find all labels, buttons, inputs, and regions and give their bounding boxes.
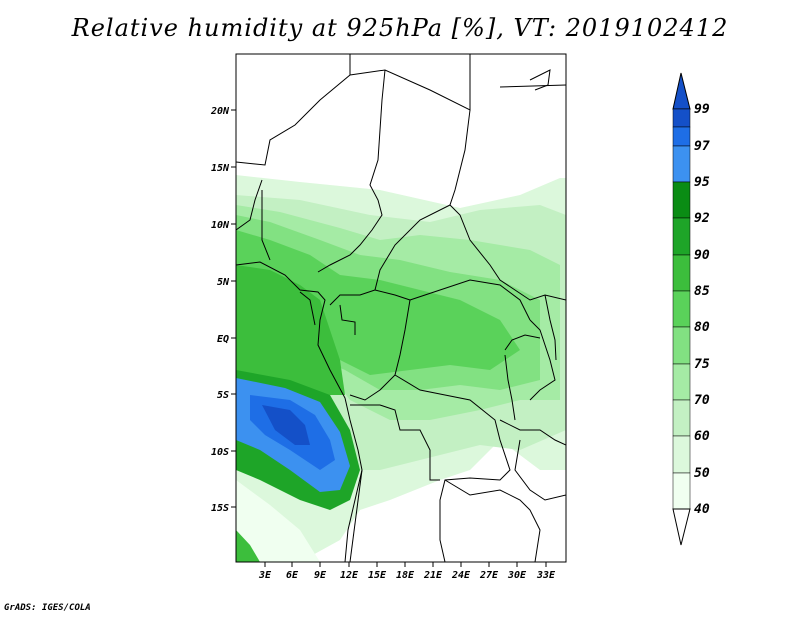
colorbar-segment-60 bbox=[672, 399, 691, 437]
colorbar-label-60: 60 bbox=[694, 429, 710, 444]
colorbar-label-70: 70 bbox=[694, 393, 710, 408]
colorbar-segment-90 bbox=[672, 217, 691, 256]
colorbar-segment-95 bbox=[672, 145, 691, 183]
lon-tick-18e: 18E bbox=[396, 562, 415, 581]
colorbar-segment-70 bbox=[672, 363, 691, 401]
colorbar-segment-92 bbox=[672, 181, 691, 219]
rh-plume-tail bbox=[236, 480, 320, 562]
svg-text:5N: 5N bbox=[217, 277, 230, 288]
lat-tick-15n: 15N bbox=[211, 163, 236, 174]
svg-text:EQ: EQ bbox=[217, 334, 229, 345]
longitude-ticks: 3E 6E 9E 12E 15E 18E 21E 24E 27E 30E 33E bbox=[258, 562, 556, 581]
lat-tick-5n: 5N bbox=[217, 277, 236, 288]
grads-credit: GrADS: IGES/COLA bbox=[4, 603, 91, 613]
svg-text:3E: 3E bbox=[258, 570, 272, 581]
colorbar-label-99: 99 bbox=[694, 102, 710, 117]
svg-text:15S: 15S bbox=[211, 503, 229, 514]
svg-text:27E: 27E bbox=[479, 570, 499, 581]
colorbar-segment-50 bbox=[672, 435, 691, 474]
colorbar-label-75: 75 bbox=[694, 357, 710, 372]
svg-text:33E: 33E bbox=[536, 570, 556, 581]
country-borders bbox=[236, 54, 566, 562]
colorbar-segment-99 bbox=[672, 108, 691, 128]
rh-band-85 bbox=[236, 265, 345, 395]
svg-text:10S: 10S bbox=[211, 447, 229, 458]
svg-text:24E: 24E bbox=[451, 570, 471, 581]
lat-tick-20n: 20N bbox=[210, 106, 236, 117]
colorbar-bottom-arrow bbox=[672, 508, 691, 546]
chart-title: Relative humidity at 925hPa [%], VT: 201… bbox=[71, 14, 729, 42]
colorbar-segment-40 bbox=[672, 472, 691, 510]
svg-text:12E: 12E bbox=[340, 570, 359, 581]
colorbar-label-90: 90 bbox=[694, 248, 710, 263]
rh-band-85b bbox=[395, 300, 470, 360]
svg-text:10N: 10N bbox=[211, 220, 230, 231]
lat-tick-10n: 10N bbox=[211, 220, 236, 231]
lon-tick-12e: 12E bbox=[340, 562, 359, 581]
lon-tick-33e: 33E bbox=[536, 562, 556, 581]
latitude-ticks: 20N 15N 10N 5N EQ 5S 10S 15S bbox=[210, 106, 236, 514]
lon-tick-15e: 15E bbox=[368, 562, 387, 581]
svg-text:21E: 21E bbox=[423, 570, 443, 581]
map-frame bbox=[235, 53, 567, 563]
svg-text:30E: 30E bbox=[507, 570, 527, 581]
colorbar-label-95: 95 bbox=[694, 175, 710, 190]
svg-text:6E: 6E bbox=[286, 570, 299, 581]
svg-text:15E: 15E bbox=[368, 570, 387, 581]
lon-tick-30e: 30E bbox=[507, 562, 527, 581]
lat-tick-15s: 15S bbox=[211, 503, 236, 514]
colorbar-label-92: 92 bbox=[694, 211, 710, 226]
svg-text:18E: 18E bbox=[396, 570, 415, 581]
lon-tick-9e: 9E bbox=[314, 562, 327, 581]
svg-text:20N: 20N bbox=[210, 106, 230, 117]
colorbar-label-40: 40 bbox=[694, 502, 710, 517]
colorbar-label-85: 85 bbox=[694, 284, 710, 299]
lon-tick-24e: 24E bbox=[451, 562, 471, 581]
colorbar-segment-97 bbox=[672, 126, 691, 147]
colorbar: 99 97 95 92 90 85 80 75 70 60 50 40 bbox=[672, 72, 710, 546]
colorbar-label-97: 97 bbox=[694, 139, 710, 154]
colorbar-segment-75 bbox=[672, 326, 691, 365]
svg-text:5S: 5S bbox=[217, 390, 229, 401]
rh-plume-99 bbox=[262, 405, 310, 445]
lat-tick-eq: EQ bbox=[217, 334, 236, 345]
svg-text:9E: 9E bbox=[314, 570, 327, 581]
svg-text:15N: 15N bbox=[211, 163, 230, 174]
lat-tick-10s: 10S bbox=[211, 447, 236, 458]
lon-tick-27e: 27E bbox=[479, 562, 499, 581]
colorbar-top-arrow bbox=[672, 72, 691, 110]
lat-tick-5s: 5S bbox=[217, 390, 236, 401]
humidity-field bbox=[236, 54, 566, 562]
colorbar-label-80: 80 bbox=[694, 320, 710, 335]
lon-tick-21e: 21E bbox=[423, 562, 443, 581]
lon-tick-6e: 6E bbox=[286, 562, 299, 581]
colorbar-label-50: 50 bbox=[694, 466, 710, 481]
lon-tick-3e: 3E bbox=[258, 562, 272, 581]
colorbar-segment-85 bbox=[672, 254, 691, 292]
colorbar-segment-80 bbox=[672, 290, 691, 328]
